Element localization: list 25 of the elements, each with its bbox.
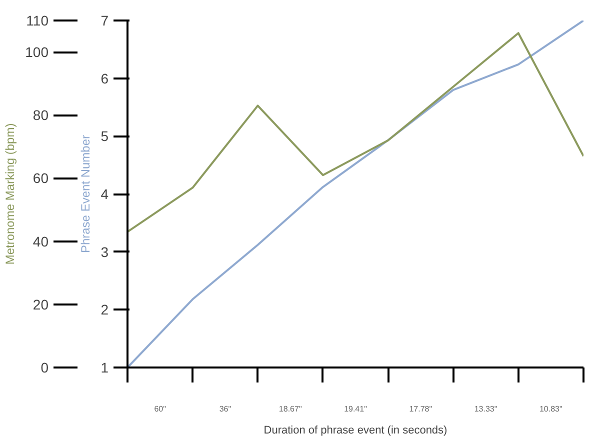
y-tick-label: 6 — [100, 70, 109, 86]
y-tick-label: 3 — [100, 244, 109, 260]
y-tick-label: 5 — [100, 128, 109, 144]
y-tick-label: 4 — [100, 186, 109, 202]
text: 36" — [219, 404, 232, 414]
text: 60" — [154, 404, 166, 414]
text: 17.78" — [409, 404, 432, 414]
y2-tick-label: 0 — [40, 360, 49, 376]
y-tick-label: 2 — [100, 302, 109, 318]
y-axis-title: Phrase Event Number — [78, 134, 93, 254]
y2-tick-label: 20 — [32, 296, 49, 312]
y-tick-label: 1 — [100, 360, 109, 376]
text: 18.67" — [278, 404, 302, 414]
y2-tick-label: 80 — [32, 107, 49, 124]
x-axis-title: Duration of phrase event (in seconds) — [264, 424, 448, 436]
y2-axis-title: Metronome Marking (bpm) — [3, 123, 18, 265]
y2-tick-label: 110 — [26, 12, 49, 28]
text: 13.33" — [474, 404, 498, 414]
y2-tick-label: 100 — [25, 44, 49, 60]
y2-tick-label: 60 — [32, 170, 49, 186]
line-series — [128, 32, 584, 233]
y-tick-label: 7 — [100, 12, 109, 28]
y2-tick-label: 40 — [32, 233, 49, 250]
text: 19.41" — [344, 404, 368, 414]
text: 10.83" — [540, 404, 563, 414]
